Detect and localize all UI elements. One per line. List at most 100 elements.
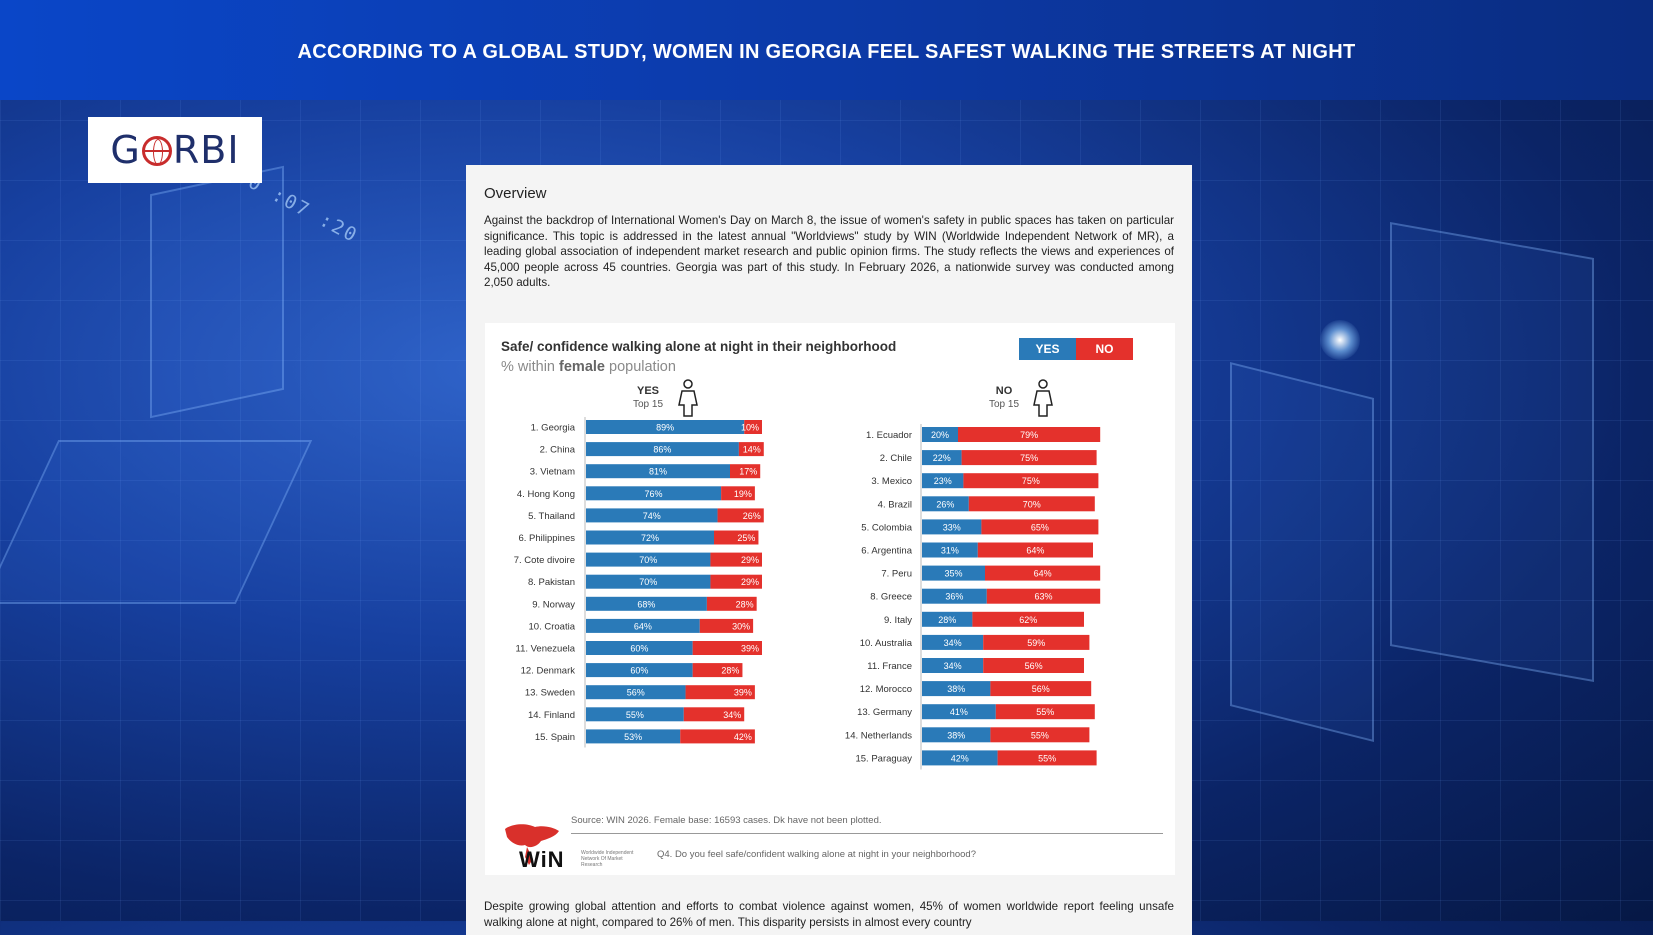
no-no-bar <box>961 450 1097 466</box>
yes-no-bar <box>717 508 764 523</box>
yes-panel-subtitle: Top 15 <box>632 399 664 410</box>
no-no-value: 75% <box>1022 476 1040 486</box>
yes-no-value: 26% <box>743 511 761 521</box>
no-no-bar <box>986 588 1101 604</box>
no-category-label: 4. Brazil <box>878 499 912 510</box>
yes-no-value: 28% <box>721 666 739 676</box>
no-no-value: 59% <box>1027 638 1045 648</box>
no-category-label: 2. Chile <box>880 453 912 464</box>
no-yes-bar <box>922 473 964 489</box>
background-shape <box>1230 362 1374 742</box>
yes-category-label: 15. Spain <box>535 732 575 743</box>
yes-yes-bar <box>586 464 730 479</box>
gorbi-logo: G RBI <box>88 117 262 183</box>
yes-yes-value: 60% <box>630 666 648 676</box>
divider <box>571 833 1163 834</box>
yes-yes-bar <box>586 618 700 633</box>
no-category-label: 8. Greece <box>870 592 912 603</box>
yes-yes-bar <box>586 442 739 457</box>
no-no-value: 63% <box>1034 592 1052 602</box>
yes-no-bar <box>710 552 762 567</box>
yes-no-value: 17% <box>739 467 757 477</box>
yes-category-label: 2. China <box>540 445 576 456</box>
no-yes-bar <box>922 634 984 650</box>
no-category-label: 14. Netherlands <box>845 730 912 741</box>
yes-yes-value: 53% <box>624 732 642 742</box>
no-yes-value: 28% <box>938 615 956 625</box>
no-yes-value: 22% <box>933 453 951 463</box>
no-category-label: 5. Colombia <box>861 522 912 533</box>
yes-no-value: 28% <box>736 599 754 609</box>
no-yes-bar <box>922 611 973 627</box>
win-logo-subtitle: Worldwide Independent Network Of Market … <box>581 850 634 868</box>
yes-yes-bar <box>586 420 745 434</box>
background-glow <box>1320 320 1360 360</box>
yes-no-value: 39% <box>734 688 752 698</box>
yes-yes-value: 64% <box>634 621 652 631</box>
no-no-bar <box>981 519 1099 535</box>
yes-no-value: 10% <box>741 423 759 433</box>
yes-yes-bar <box>586 574 711 589</box>
yes-yes-bar <box>586 552 711 567</box>
yes-no-value: 42% <box>734 732 752 742</box>
yes-yes-bar <box>586 596 707 611</box>
no-panel-header: NO Top 15 <box>969 385 1039 410</box>
no-yes-value: 26% <box>936 499 954 509</box>
yes-yes-value: 70% <box>639 577 657 587</box>
no-panel-subtitle: Top 15 <box>988 399 1020 410</box>
no-no-value: 65% <box>1031 522 1049 532</box>
no-category-label: 9. Italy <box>884 615 912 626</box>
no-yes-bar <box>922 588 987 604</box>
chart-question: Q4. Do you feel safe/confident walking a… <box>657 849 976 860</box>
headline-title: ACCORDING TO A GLOBAL STUDY, WOMEN IN GE… <box>297 40 1356 63</box>
no-no-value: 55% <box>1031 730 1049 740</box>
chart-source: Source: WIN 2026. Female base: 16593 cas… <box>571 815 882 826</box>
yes-no-bar <box>680 729 755 744</box>
overview-paragraph: Against the backdrop of International Wo… <box>484 214 1174 289</box>
logo-text-left: G <box>110 128 141 172</box>
yes-no-bar <box>730 464 761 479</box>
article-document: Overview Against the backdrop of Interna… <box>466 165 1192 935</box>
yes-no-bar <box>744 420 762 434</box>
yes-no-bar <box>699 618 754 633</box>
no-category-label: 6. Argentina <box>861 546 912 557</box>
yes-no-bar <box>685 685 755 700</box>
yes-category-label: 11. Venezuela <box>515 644 575 655</box>
yes-yes-value: 89% <box>656 423 674 433</box>
no-yes-value: 41% <box>950 707 968 717</box>
yes-yes-bar <box>586 508 718 523</box>
yes-yes-value: 74% <box>643 511 661 521</box>
no-no-bar <box>963 473 1099 489</box>
no-yes-value: 34% <box>944 638 962 648</box>
yes-yes-value: 86% <box>653 445 671 455</box>
no-category-label: 7. Peru <box>881 569 912 580</box>
logo-text-right: RBI <box>172 128 240 172</box>
yes-yes-value: 81% <box>649 467 667 477</box>
yes-no-value: 29% <box>741 577 759 587</box>
subtitle-suffix: population <box>609 359 676 375</box>
no-no-bar <box>997 750 1097 766</box>
no-no-value: 64% <box>1026 546 1044 556</box>
yes-no-bar <box>692 641 762 655</box>
world-map-icon <box>505 824 559 865</box>
no-yes-value: 38% <box>947 730 965 740</box>
yes-category-label: 8. Pakistan <box>528 577 575 588</box>
yes-no-value: 39% <box>741 644 759 654</box>
no-yes-bar <box>922 542 978 558</box>
no-category-label: 15. Paraguay <box>855 753 912 764</box>
no-no-value: 56% <box>1032 684 1050 694</box>
legend-no: NO <box>1076 338 1133 360</box>
win-logo-text: WiN <box>519 847 565 872</box>
no-no-value: 55% <box>1036 707 1054 717</box>
yes-yes-value: 72% <box>641 533 659 543</box>
no-no-bar <box>968 496 1095 512</box>
yes-yes-value: 60% <box>630 644 648 654</box>
no-yes-value: 42% <box>951 753 969 763</box>
no-category-label: 1. Ecuador <box>866 430 912 441</box>
yes-category-label: 7. Cote divoire <box>514 555 575 566</box>
no-yes-bar <box>922 727 991 743</box>
yes-yes-value: 76% <box>645 489 663 499</box>
no-yes-value: 38% <box>947 684 965 694</box>
yes-yes-bar <box>586 530 714 545</box>
no-yes-value: 23% <box>934 476 952 486</box>
